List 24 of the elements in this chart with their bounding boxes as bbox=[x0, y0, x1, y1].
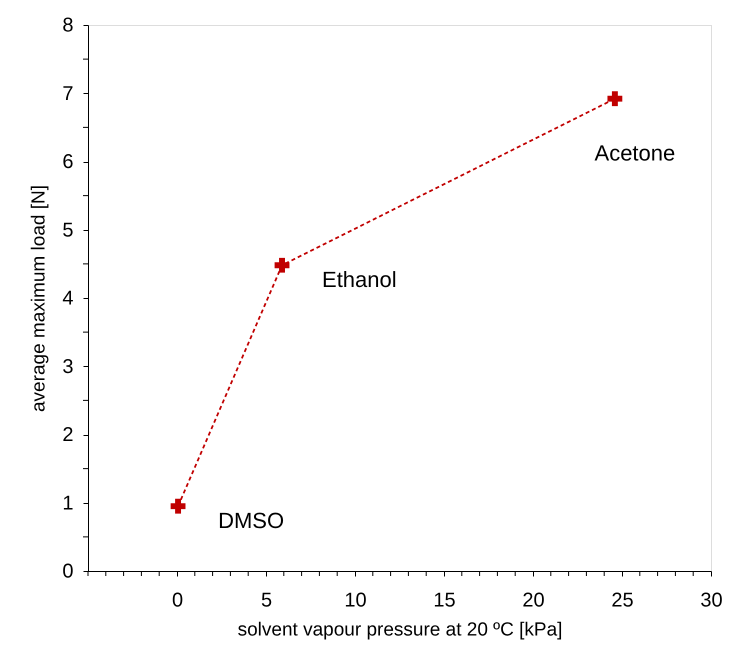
y-tick-label: 3 bbox=[62, 356, 74, 378]
x-tick-label: 5 bbox=[260, 590, 272, 612]
annotation: DMSO bbox=[218, 508, 284, 534]
point bbox=[607, 91, 622, 106]
y-axis-title: average maximum load [N] bbox=[28, 184, 50, 412]
y-tick-label: 4 bbox=[62, 288, 74, 310]
x-tick-label: 20 bbox=[522, 590, 545, 612]
point bbox=[274, 258, 290, 273]
y-tick-label: 8 bbox=[62, 14, 74, 36]
annotation: Acetone bbox=[594, 140, 676, 166]
annotation: Ethanol bbox=[322, 267, 397, 292]
y-tick-label: 7 bbox=[62, 82, 74, 105]
x-tick-label: 30 bbox=[700, 590, 723, 612]
x-tick-label: 25 bbox=[611, 590, 634, 612]
y-tick-label: 0 bbox=[62, 560, 74, 582]
y-tick-label: 2 bbox=[62, 424, 74, 446]
x-tick-label: 0 bbox=[172, 590, 184, 612]
y-tick-label: 5 bbox=[62, 219, 74, 242]
x-tick-label: 10 bbox=[344, 590, 367, 612]
x-tick-label: 15 bbox=[433, 590, 456, 612]
x-axis-title: solvent vapour pressure at 20 ºC [kPa] bbox=[238, 620, 562, 640]
y-tick-label: 6 bbox=[62, 151, 74, 173]
point bbox=[170, 498, 186, 514]
y-tick-label: 1 bbox=[62, 492, 74, 514]
